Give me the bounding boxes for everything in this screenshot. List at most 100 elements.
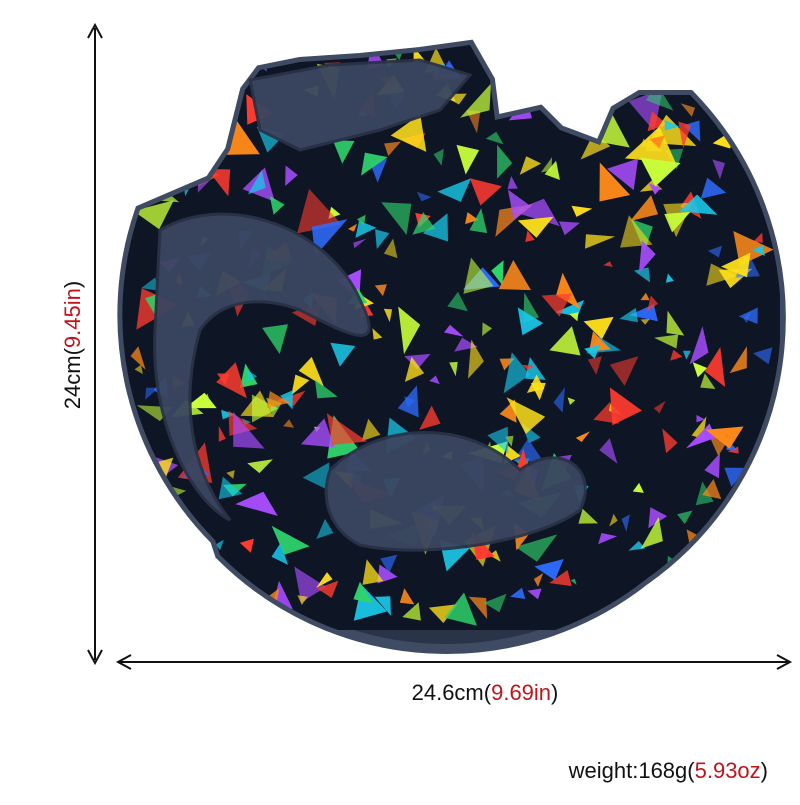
shard — [598, 533, 618, 545]
shard — [747, 113, 781, 143]
shard — [700, 177, 727, 199]
width-imperial: 9.69in — [491, 680, 551, 705]
shard — [384, 141, 401, 156]
shard — [300, 418, 335, 448]
shard — [570, 578, 577, 585]
shard — [587, 356, 602, 375]
shard — [638, 588, 652, 605]
shard — [544, 160, 560, 180]
shard — [355, 220, 377, 238]
shard — [521, 364, 534, 371]
shard — [619, 307, 638, 323]
dragon-tail — [324, 431, 587, 552]
shard — [468, 339, 484, 379]
shard — [353, 238, 367, 249]
dragon-wing — [153, 212, 371, 522]
shard — [298, 356, 324, 387]
shard — [735, 77, 747, 94]
shard — [541, 293, 572, 317]
shard — [466, 110, 481, 134]
dragon-body — [153, 58, 587, 552]
shard — [553, 387, 565, 413]
weight-imperial: 5.93oz — [695, 758, 761, 783]
shard — [404, 356, 425, 382]
shard — [372, 328, 383, 340]
weight-metric: weight:168g( — [568, 758, 696, 783]
shard — [580, 132, 611, 160]
shard — [444, 592, 477, 626]
shard — [283, 419, 295, 428]
shard — [621, 514, 630, 532]
shard — [399, 588, 415, 605]
shard — [419, 405, 441, 430]
shard — [447, 291, 468, 312]
shard — [633, 267, 651, 283]
shard — [670, 349, 683, 361]
shard — [122, 531, 138, 546]
shard — [540, 157, 552, 173]
shard — [469, 208, 488, 234]
shard — [374, 596, 391, 616]
shard — [525, 230, 535, 242]
shard — [294, 566, 327, 603]
shard — [412, 212, 436, 235]
shard — [468, 596, 488, 619]
shard — [491, 260, 504, 286]
shard — [362, 559, 384, 585]
shard — [285, 165, 298, 186]
weight-close: ) — [761, 758, 768, 783]
shard — [177, 94, 199, 116]
shard — [463, 257, 494, 294]
shard — [585, 234, 616, 249]
shard — [247, 45, 257, 53]
shard — [269, 196, 285, 215]
shard — [701, 70, 720, 89]
shard — [267, 46, 281, 57]
shard — [456, 144, 480, 175]
shard — [497, 144, 513, 179]
shard — [207, 101, 230, 128]
width-close: ) — [551, 680, 558, 705]
shard — [123, 463, 150, 484]
shard — [381, 202, 412, 235]
shard — [646, 137, 664, 152]
shard — [569, 312, 579, 322]
shard — [297, 188, 342, 234]
shard — [297, 595, 308, 605]
shard — [221, 409, 235, 420]
shard — [239, 538, 254, 553]
shard — [317, 580, 339, 598]
shard — [503, 352, 530, 394]
height-imperial: 9.45in — [60, 288, 85, 348]
shard — [640, 516, 663, 549]
shard — [654, 334, 679, 349]
height-close: ) — [60, 281, 85, 288]
shard — [622, 45, 645, 57]
shard — [353, 581, 374, 604]
shard — [444, 324, 464, 337]
shard — [183, 117, 201, 133]
shard — [271, 543, 288, 565]
shard — [311, 219, 348, 257]
shard — [549, 570, 572, 587]
shard — [469, 178, 502, 206]
shard — [556, 272, 581, 310]
shard — [135, 574, 154, 583]
shard — [361, 418, 381, 442]
shard — [705, 426, 744, 449]
height-metric: 24cm( — [60, 347, 85, 409]
shard — [404, 353, 431, 370]
shard — [696, 414, 705, 423]
shard — [241, 45, 284, 62]
shard — [134, 364, 143, 375]
shard — [527, 588, 542, 600]
shard — [215, 539, 224, 551]
shard — [402, 602, 421, 621]
shard — [194, 51, 218, 76]
shard — [465, 212, 479, 225]
shard — [545, 97, 556, 111]
shard — [162, 53, 184, 73]
shard — [130, 346, 146, 370]
shard — [729, 346, 747, 374]
